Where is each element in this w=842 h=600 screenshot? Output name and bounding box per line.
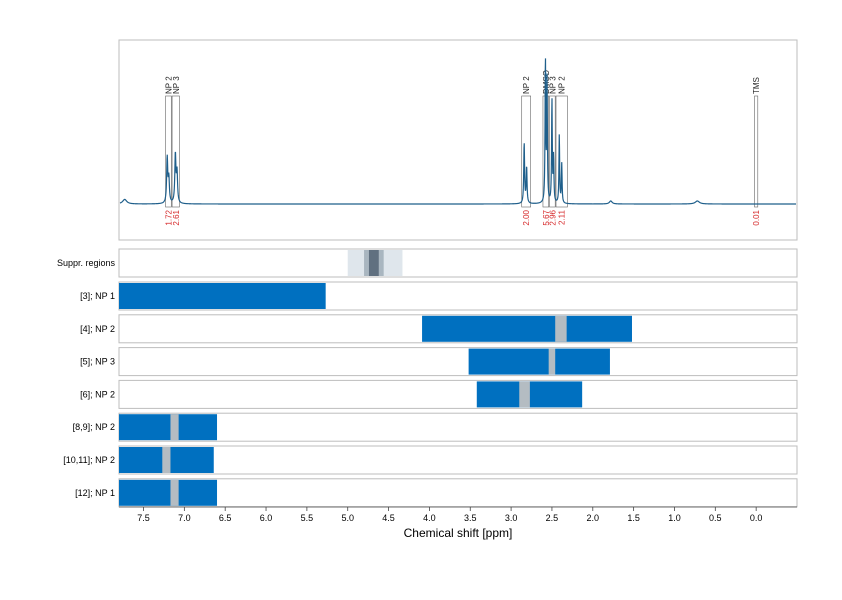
x-axis-title: Chemical shift [ppm]: [404, 526, 513, 540]
suppression-label: Suppr. regions: [57, 258, 116, 268]
integral-label: 2.11: [558, 209, 567, 225]
range-bar: [119, 414, 218, 441]
x-tick-label: 4.5: [382, 513, 395, 523]
integral-label: 1.72: [164, 209, 173, 225]
x-tick-label: 0.0: [750, 513, 763, 523]
x-tick-label: 4.0: [423, 513, 436, 523]
range-bar: [422, 315, 632, 342]
annotation-box: [165, 95, 172, 208]
assignment-row: [12]; NP 1: [75, 478, 798, 508]
integral-label: 2.96: [548, 209, 557, 225]
annotation-label: NP 3: [548, 76, 557, 94]
row-label: [4]; NP 2: [80, 324, 115, 334]
annotation-label: NP 2: [522, 76, 531, 94]
annotation-box: [549, 95, 556, 208]
integral-label: 5.67: [542, 209, 551, 225]
annotation-label: NP 2: [558, 76, 567, 94]
annotation-label: NP 2: [164, 76, 173, 94]
range-gap: [170, 414, 179, 441]
row-label: [3]; NP 1: [80, 291, 115, 301]
range-gap: [170, 479, 179, 506]
annotation-box: [171, 95, 180, 208]
x-tick-label: 6.0: [260, 513, 273, 523]
annotation-label: DMSO: [542, 70, 551, 94]
x-tick-label: 1.0: [668, 513, 681, 523]
range-bar: [119, 479, 218, 506]
integral-label: 2.61: [172, 209, 181, 225]
assignment-row: [6]; NP 2: [80, 379, 798, 409]
spectrum-panel: NP 2 1.72 NP 3 2.61 NP 2 2.00 DMSO 5.67 NP 3 2.96…: [118, 39, 798, 241]
x-tick-label: 1.5: [627, 513, 640, 523]
row-frame: [118, 478, 798, 508]
x-tick-label: 7.5: [137, 513, 150, 523]
assignment-row: [3]; NP 1: [80, 281, 798, 311]
x-tick-label: 0.5: [709, 513, 722, 523]
range-bar: [119, 283, 326, 309]
range-bar: [468, 348, 610, 375]
row-label: [8,9]; NP 2: [73, 422, 115, 432]
x-tick-label: 5.5: [301, 513, 314, 523]
range-gap: [162, 447, 171, 473]
assignment-rows: [3]; NP 1 [4]; NP 2 [5]; NP 3 [6]; NP 2 [8,9…: [63, 281, 798, 508]
annotation-box: [754, 95, 759, 208]
x-tick-label: 5.0: [341, 513, 354, 523]
x-tick-label: 6.5: [219, 513, 232, 523]
annotation-label: NP 3: [172, 76, 181, 94]
range-gap: [548, 348, 556, 375]
assignment-row: [10,11]; NP 2: [63, 445, 798, 475]
spectrum-panel-frame: [118, 39, 798, 241]
row-frame: [118, 347, 798, 377]
integral-label: 2.00: [522, 209, 531, 225]
x-tick-label: 3.5: [464, 513, 477, 523]
annotation-box: [521, 95, 532, 208]
row-frame: [118, 412, 798, 442]
row-frame: [118, 445, 798, 475]
row-label: [10,11]; NP 2: [63, 455, 115, 465]
x-axis: 7.5 7.0 6.5 6.0 5.5 5.0 4.5 4.0 3.5 3.0 2.5 2.0 1.5 1…: [119, 506, 797, 523]
suppression-panel: Suppr. regions: [57, 248, 798, 278]
annotation-box: [555, 95, 568, 208]
row-label: [6]; NP 2: [80, 389, 115, 399]
x-tick-label: 2.5: [546, 513, 559, 523]
assignment-row: [8,9]; NP 2: [73, 412, 798, 442]
x-tick-label: 2.0: [587, 513, 600, 523]
x-tick-label: 7.0: [178, 513, 191, 523]
spectrum-line: [119, 58, 796, 205]
annotation-label: TMS: [752, 77, 761, 94]
assignment-row: [4]; NP 2: [80, 314, 798, 344]
row-label: [12]; NP 1: [75, 488, 115, 498]
range-gap: [555, 315, 567, 342]
x-tick-label: 3.0: [505, 513, 518, 523]
suppression-region: [368, 250, 379, 276]
suppression-panel-frame: [118, 248, 798, 278]
integral-label: 0.01: [752, 209, 761, 225]
assignment-row: [5]; NP 3: [80, 347, 798, 377]
row-label: [5]; NP 3: [80, 357, 115, 367]
range-gap: [519, 381, 530, 408]
row-frame: [118, 379, 798, 409]
